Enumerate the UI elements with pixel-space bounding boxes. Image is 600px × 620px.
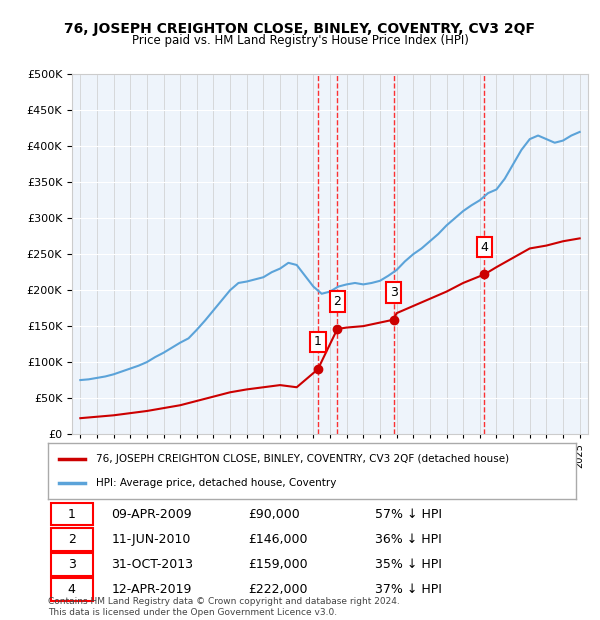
Text: 4: 4: [68, 583, 76, 596]
Text: 11-JUN-2010: 11-JUN-2010: [112, 533, 191, 546]
Text: 31-OCT-2013: 31-OCT-2013: [112, 558, 193, 571]
Text: £222,000: £222,000: [248, 583, 308, 596]
Text: 76, JOSEPH CREIGHTON CLOSE, BINLEY, COVENTRY, CV3 2QF (detached house): 76, JOSEPH CREIGHTON CLOSE, BINLEY, COVE…: [95, 454, 509, 464]
Text: 35% ↓ HPI: 35% ↓ HPI: [376, 558, 442, 571]
Text: 3: 3: [390, 286, 398, 299]
Text: Price paid vs. HM Land Registry's House Price Index (HPI): Price paid vs. HM Land Registry's House …: [131, 34, 469, 47]
Text: £146,000: £146,000: [248, 533, 308, 546]
Text: 36% ↓ HPI: 36% ↓ HPI: [376, 533, 442, 546]
FancyBboxPatch shape: [50, 578, 93, 601]
Text: 1: 1: [68, 508, 76, 521]
Text: 2: 2: [68, 533, 76, 546]
Text: 76, JOSEPH CREIGHTON CLOSE, BINLEY, COVENTRY, CV3 2QF: 76, JOSEPH CREIGHTON CLOSE, BINLEY, COVE…: [65, 22, 536, 36]
Text: 37% ↓ HPI: 37% ↓ HPI: [376, 583, 442, 596]
Text: 3: 3: [68, 558, 76, 571]
Text: 4: 4: [481, 241, 488, 254]
Text: £159,000: £159,000: [248, 558, 308, 571]
Text: 57% ↓ HPI: 57% ↓ HPI: [376, 508, 442, 521]
Text: Contains HM Land Registry data © Crown copyright and database right 2024.
This d: Contains HM Land Registry data © Crown c…: [48, 598, 400, 617]
Text: £90,000: £90,000: [248, 508, 301, 521]
FancyBboxPatch shape: [50, 503, 93, 526]
FancyBboxPatch shape: [50, 553, 93, 576]
Text: HPI: Average price, detached house, Coventry: HPI: Average price, detached house, Cove…: [95, 479, 336, 489]
Text: 1: 1: [314, 335, 322, 348]
FancyBboxPatch shape: [50, 528, 93, 551]
Text: 2: 2: [334, 295, 341, 308]
Text: 09-APR-2009: 09-APR-2009: [112, 508, 192, 521]
Text: 12-APR-2019: 12-APR-2019: [112, 583, 192, 596]
